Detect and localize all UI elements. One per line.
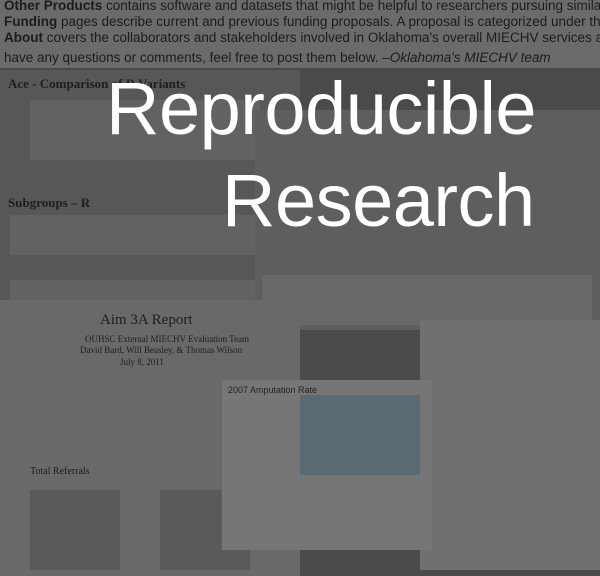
table xyxy=(10,215,260,255)
report-title: Aim 3A Report xyxy=(100,312,193,328)
text-line: Other Products contains software and dat… xyxy=(4,0,600,13)
report-authors: David Bard, Will Beasley, & Thomas Wilso… xyxy=(80,345,243,355)
chart-label: Total Referrals xyxy=(30,466,90,477)
text-line: About covers the collaborators and stake… xyxy=(4,30,600,45)
histogram xyxy=(30,490,120,570)
table xyxy=(30,100,260,160)
section-heading: Subgroups – R xyxy=(8,195,91,210)
map-title: 2007 Amputation Rate xyxy=(228,385,318,395)
text-line: have any questions or comments, feel fre… xyxy=(4,50,551,65)
text-line: Funding pages describe current and previ… xyxy=(4,14,600,29)
map xyxy=(300,395,420,475)
title-line: Reproducible xyxy=(106,67,537,150)
top-band xyxy=(0,0,600,68)
title-line: Research xyxy=(222,159,535,242)
section-heading: Ace - Comparison of R Variants xyxy=(8,76,186,91)
chart-strip xyxy=(262,275,592,325)
plot-panel xyxy=(420,320,600,570)
report-team: OUHSC External MIECHV Evaluation Team xyxy=(85,334,250,344)
report-date: July 8, 2011 xyxy=(120,357,164,367)
